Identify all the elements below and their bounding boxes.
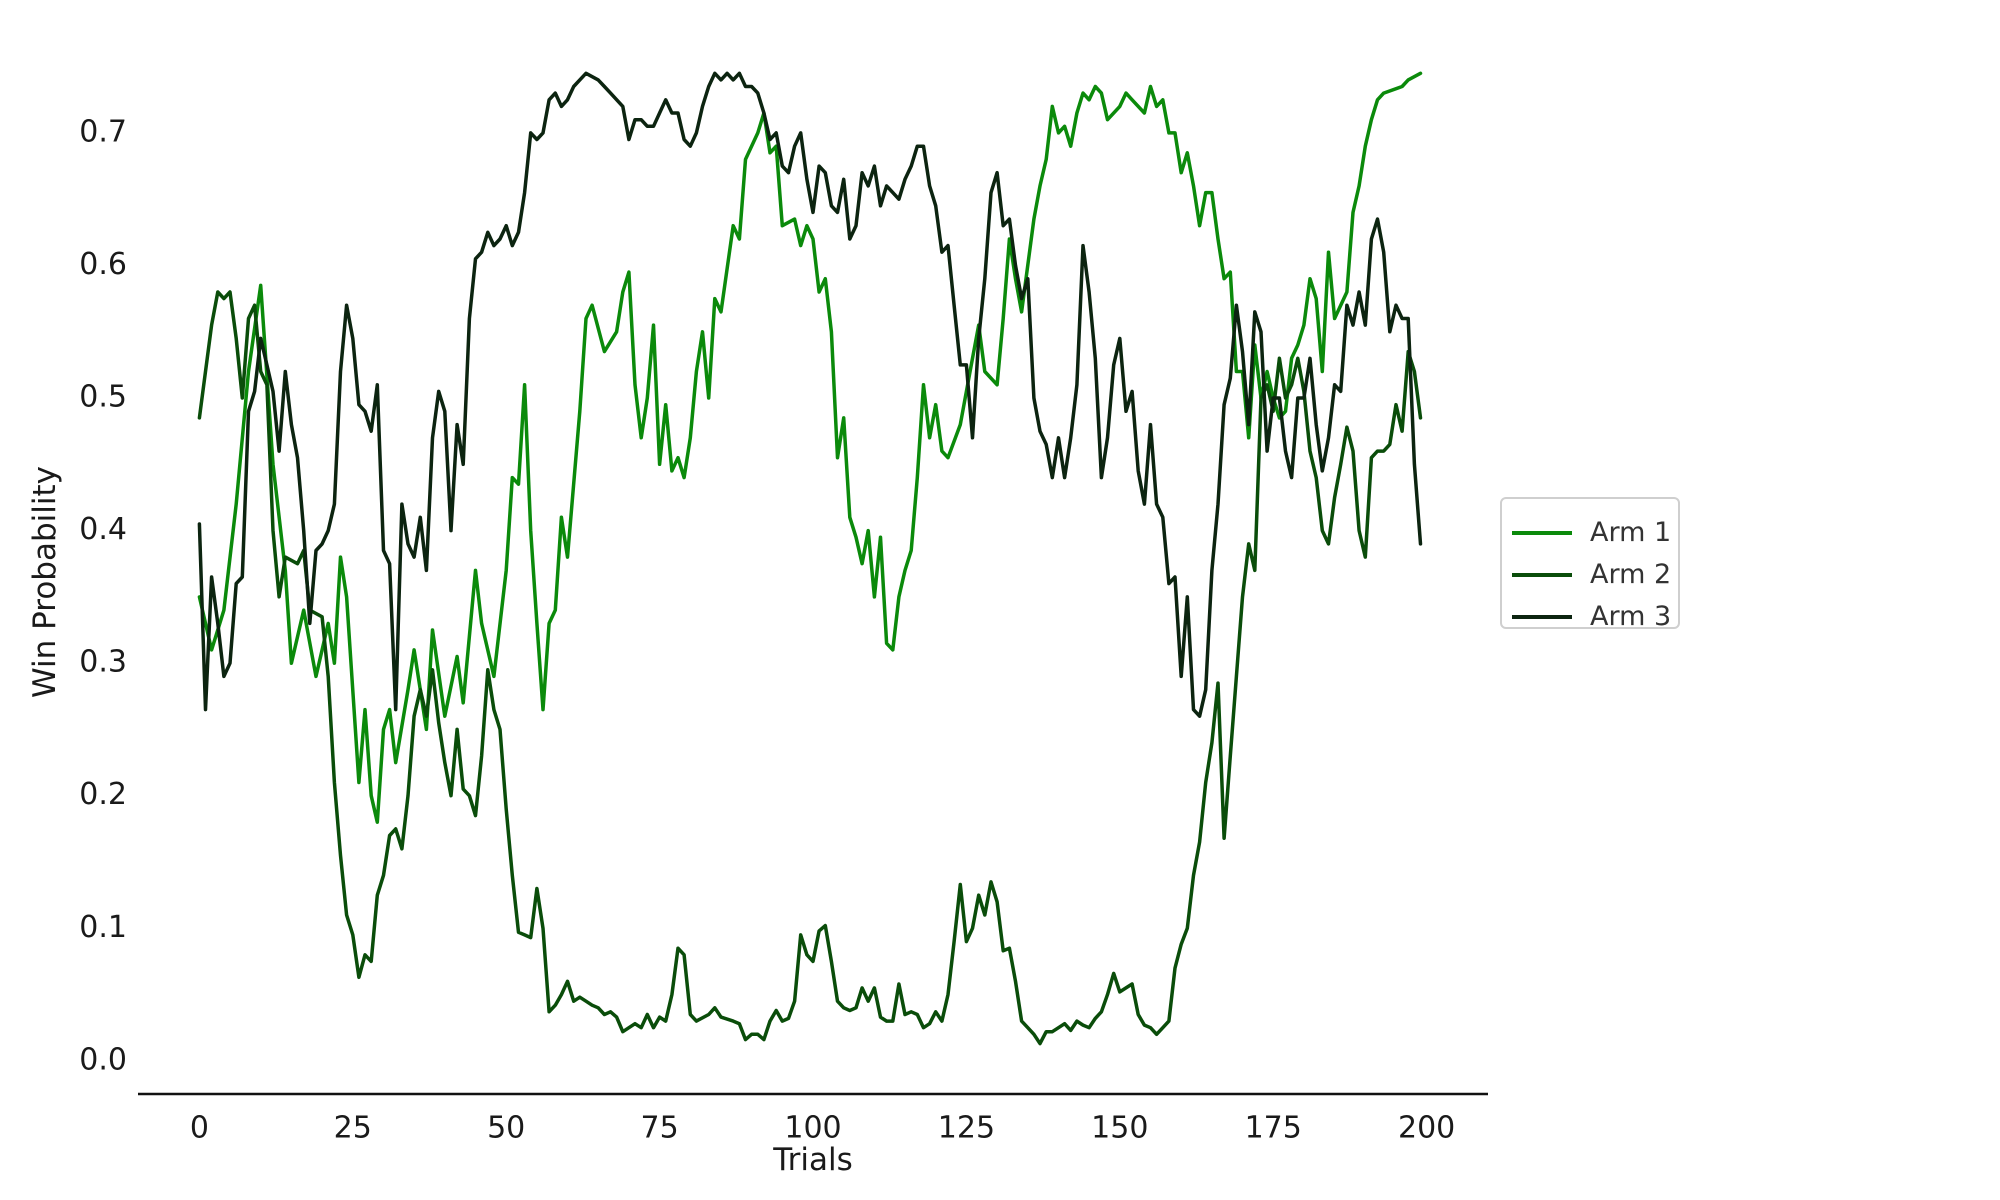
x-axis-title: Trials [772, 1142, 853, 1178]
series-line-arm-3 [197, 71, 1423, 718]
y-tick-label: 0.5 [79, 380, 127, 415]
x-tick-label: 125 [938, 1111, 995, 1146]
legend-label-arm-2: Arm 2 [1590, 559, 1672, 590]
x-tick-label: 0 [190, 1111, 209, 1146]
x-tick-label: 50 [487, 1111, 525, 1146]
legend-label-arm-3: Arm 3 [1590, 601, 1672, 632]
x-tick-label: 150 [1091, 1111, 1148, 1146]
legend-item-arm-2[interactable]: Arm 2 [1502, 555, 1678, 595]
y-axis-title: Win Probability [27, 466, 63, 698]
y-tick-label: 0.1 [79, 910, 127, 945]
legend: Arm 1 Arm 2 Arm 3 [1500, 497, 1680, 632]
series-line-arm-1 [197, 71, 1423, 824]
y-ticks: 0.0 0.1 0.2 0.3 0.4 0.5 0.6 0.7 [79, 114, 127, 1077]
y-tick-label: 0.3 [79, 645, 127, 680]
x-tick-label: 100 [784, 1111, 841, 1146]
x-tick-label: 25 [334, 1111, 372, 1146]
y-tick-label: 0.7 [79, 114, 127, 149]
legend-swatch-arm-1 [1512, 531, 1572, 535]
x-tick-label: 175 [1245, 1111, 1302, 1146]
y-tick-label: 0.6 [79, 247, 127, 282]
legend-swatch-arm-2 [1512, 573, 1572, 577]
series-layer [197, 71, 1423, 1046]
series-line-arm-2 [197, 290, 1423, 1046]
legend-swatch-arm-3 [1512, 615, 1572, 619]
legend-item-arm-1[interactable]: Arm 1 [1502, 513, 1678, 553]
y-tick-label: 0.0 [79, 1042, 127, 1077]
x-tick-label: 75 [640, 1111, 678, 1146]
x-tick-label: 200 [1398, 1111, 1455, 1146]
y-tick-label: 0.2 [79, 777, 127, 812]
legend-item-arm-3[interactable]: Arm 3 [1502, 597, 1678, 637]
x-ticks: 0 25 50 75 100 125 150 175 200 [190, 1111, 1455, 1146]
y-tick-label: 0.4 [79, 512, 127, 547]
legend-label-arm-1: Arm 1 [1590, 517, 1672, 548]
